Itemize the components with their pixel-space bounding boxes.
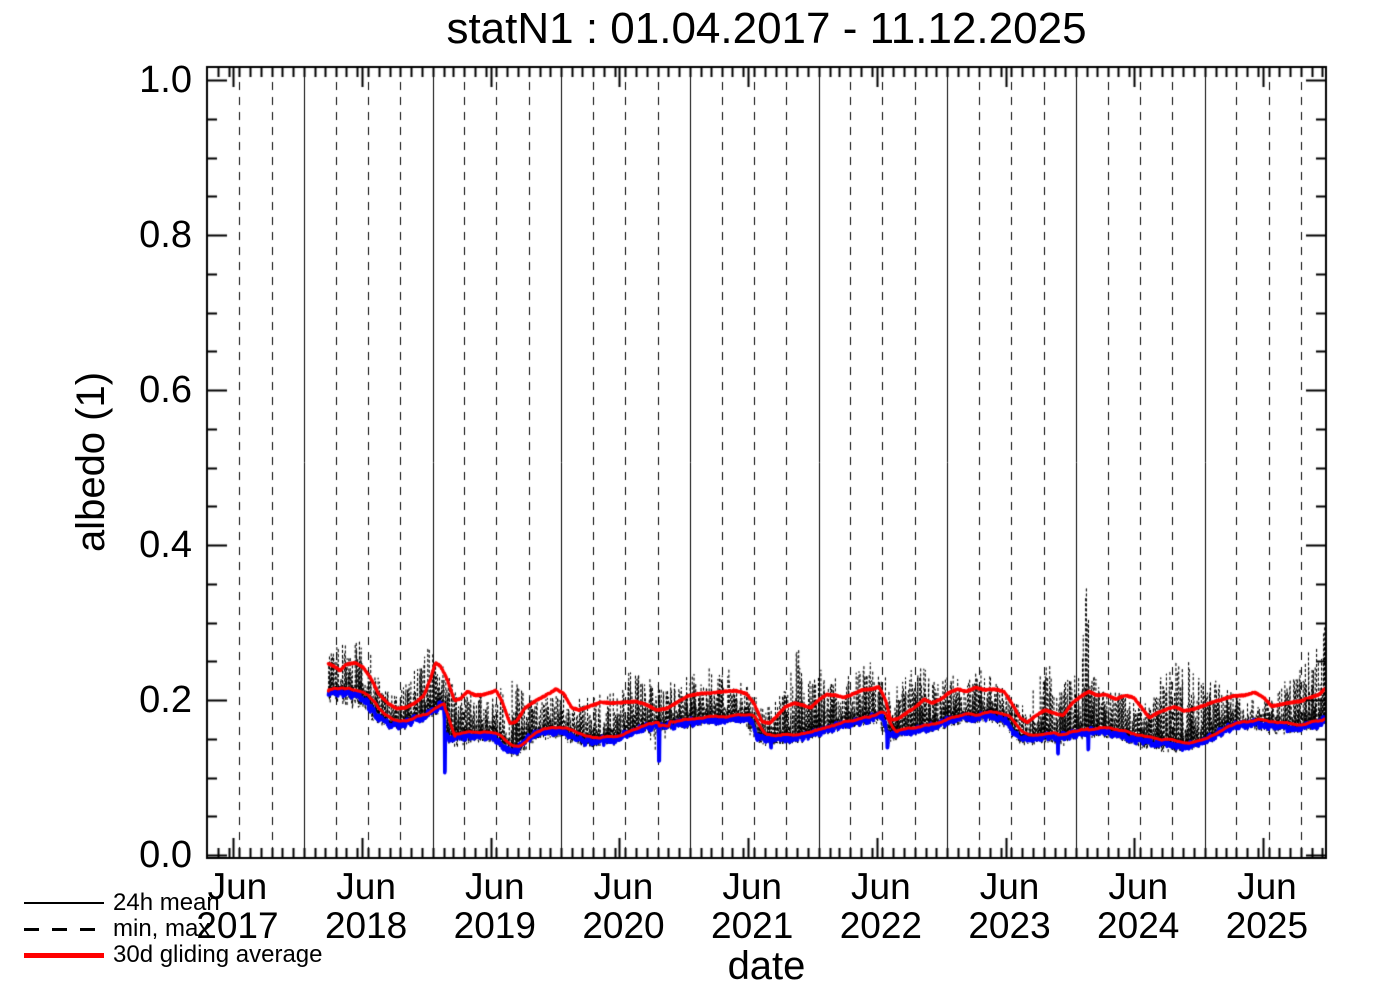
legend-line-sample-dashed bbox=[24, 927, 104, 931]
x-tick-label: Jun 2018 bbox=[324, 866, 408, 946]
x-tick-label: Jun 2021 bbox=[711, 866, 794, 946]
y-tick-label: 0.0 bbox=[139, 834, 192, 876]
legend-label: 30d gliding average bbox=[113, 941, 323, 968]
x-tick-label: Jun 2019 bbox=[453, 866, 536, 946]
legend-item-24h-mean: 24h mean bbox=[24, 890, 323, 916]
legend-item-30d-gliding-average: 30d gliding average bbox=[24, 942, 323, 968]
chart-legend: 24h mean min, max 30d gliding average bbox=[24, 890, 323, 968]
chart-title: statN1 : 01.04.2017 - 11.12.2025 bbox=[446, 4, 1087, 53]
x-tick-label: Jun 2025 bbox=[1225, 866, 1309, 946]
y-axis-title: albedo (1) bbox=[69, 371, 113, 553]
x-tick-label: Jun 2017 bbox=[196, 866, 279, 946]
y-tick-label: 0.6 bbox=[139, 369, 192, 411]
legend-line-sample-solid bbox=[24, 902, 104, 904]
x-tick-label: Jun 2023 bbox=[968, 866, 1051, 946]
y-tick-label: 0.2 bbox=[139, 679, 192, 721]
legend-item-min-max: min, max bbox=[24, 916, 323, 942]
y-tick-label: 1.0 bbox=[139, 59, 192, 101]
x-tick-label: Jun 2024 bbox=[1097, 866, 1180, 946]
legend-line-sample-red bbox=[24, 952, 104, 958]
x-axis-title: date bbox=[727, 944, 806, 988]
legend-label: 24h mean bbox=[113, 889, 220, 916]
y-tick-label: 0.4 bbox=[139, 524, 192, 566]
x-tick-label: Jun 2020 bbox=[582, 866, 665, 946]
x-tick-label: Jun 2022 bbox=[839, 866, 922, 946]
y-tick-label: 0.8 bbox=[139, 214, 192, 256]
legend-label: min, max bbox=[113, 915, 211, 942]
